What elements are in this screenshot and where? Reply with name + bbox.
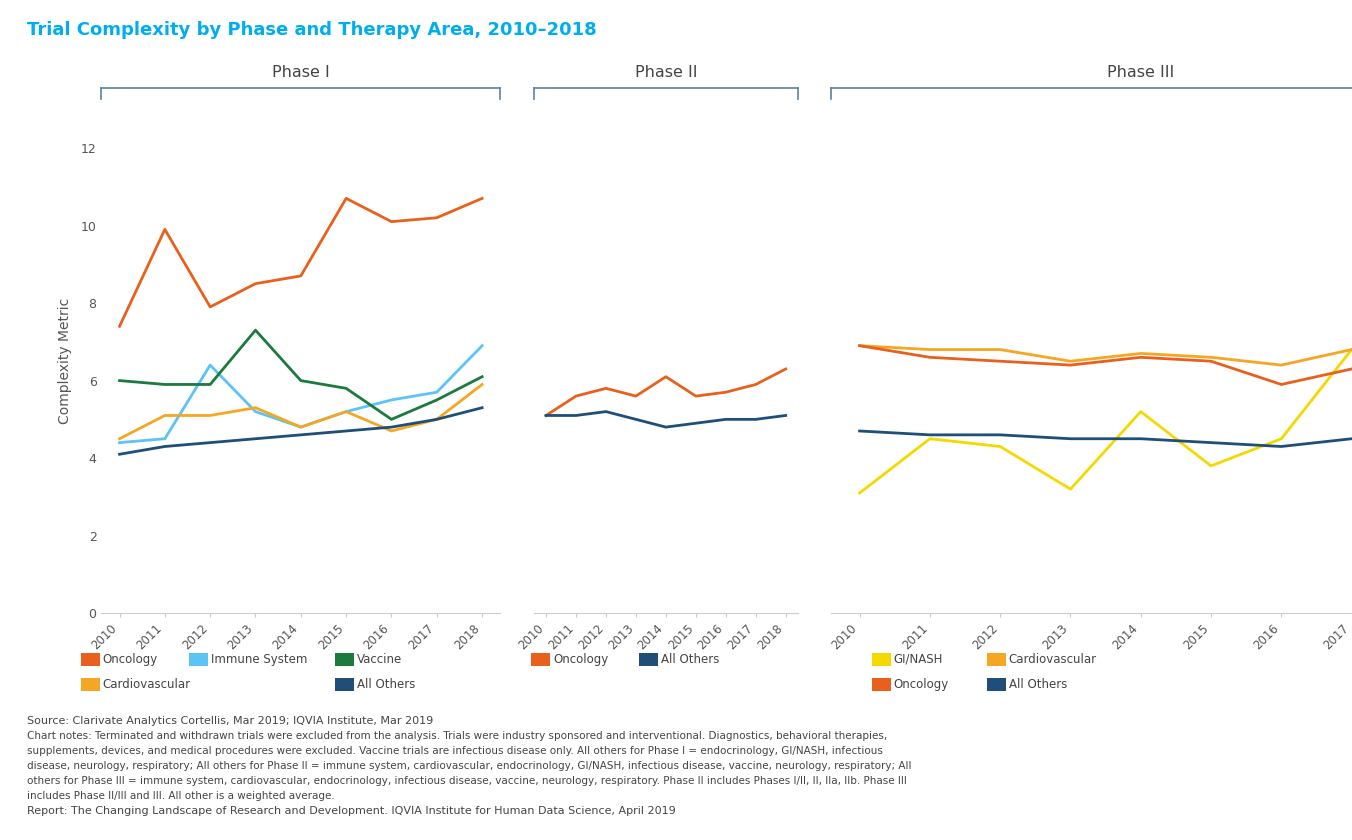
Text: GI/NASH: GI/NASH — [894, 653, 944, 666]
Text: others for Phase III = immune system, cardiovascular, endocrinology, infectious : others for Phase III = immune system, ca… — [27, 776, 907, 786]
Text: Immune System: Immune System — [211, 653, 307, 666]
Text: Oncology: Oncology — [103, 653, 158, 666]
Text: All Others: All Others — [1009, 678, 1067, 691]
Text: All Others: All Others — [661, 653, 719, 666]
Y-axis label: Complexity Metric: Complexity Metric — [58, 298, 72, 424]
Text: Source: Clarivate Analytics Cortellis, Mar 2019; IQVIA Institute, Mar 2019: Source: Clarivate Analytics Cortellis, M… — [27, 716, 433, 726]
Text: Vaccine: Vaccine — [357, 653, 402, 666]
Text: Oncology: Oncology — [553, 653, 608, 666]
Text: Oncology: Oncology — [894, 678, 949, 691]
Text: Report: The Changing Landscape of Research and Development. IQVIA Institute for : Report: The Changing Landscape of Resear… — [27, 806, 676, 816]
Text: Phase II: Phase II — [634, 65, 698, 80]
Text: disease, neurology, respiratory; All others for Phase II = immune system, cardio: disease, neurology, respiratory; All oth… — [27, 761, 911, 771]
Text: Trial Complexity by Phase and Therapy Area, 2010–2018: Trial Complexity by Phase and Therapy Ar… — [27, 21, 596, 39]
Text: Cardiovascular: Cardiovascular — [103, 678, 191, 691]
Text: All Others: All Others — [357, 678, 415, 691]
Text: Phase I: Phase I — [272, 65, 330, 80]
Text: Phase III: Phase III — [1107, 65, 1175, 80]
Text: Cardiovascular: Cardiovascular — [1009, 653, 1096, 666]
Text: supplements, devices, and medical procedures were excluded. Vaccine trials are i: supplements, devices, and medical proced… — [27, 746, 883, 756]
Text: Chart notes: Terminated and withdrawn trials were excluded from the analysis. Tr: Chart notes: Terminated and withdrawn tr… — [27, 731, 887, 741]
Text: includes Phase II/III and III. All other is a weighted average.: includes Phase II/III and III. All other… — [27, 791, 335, 801]
